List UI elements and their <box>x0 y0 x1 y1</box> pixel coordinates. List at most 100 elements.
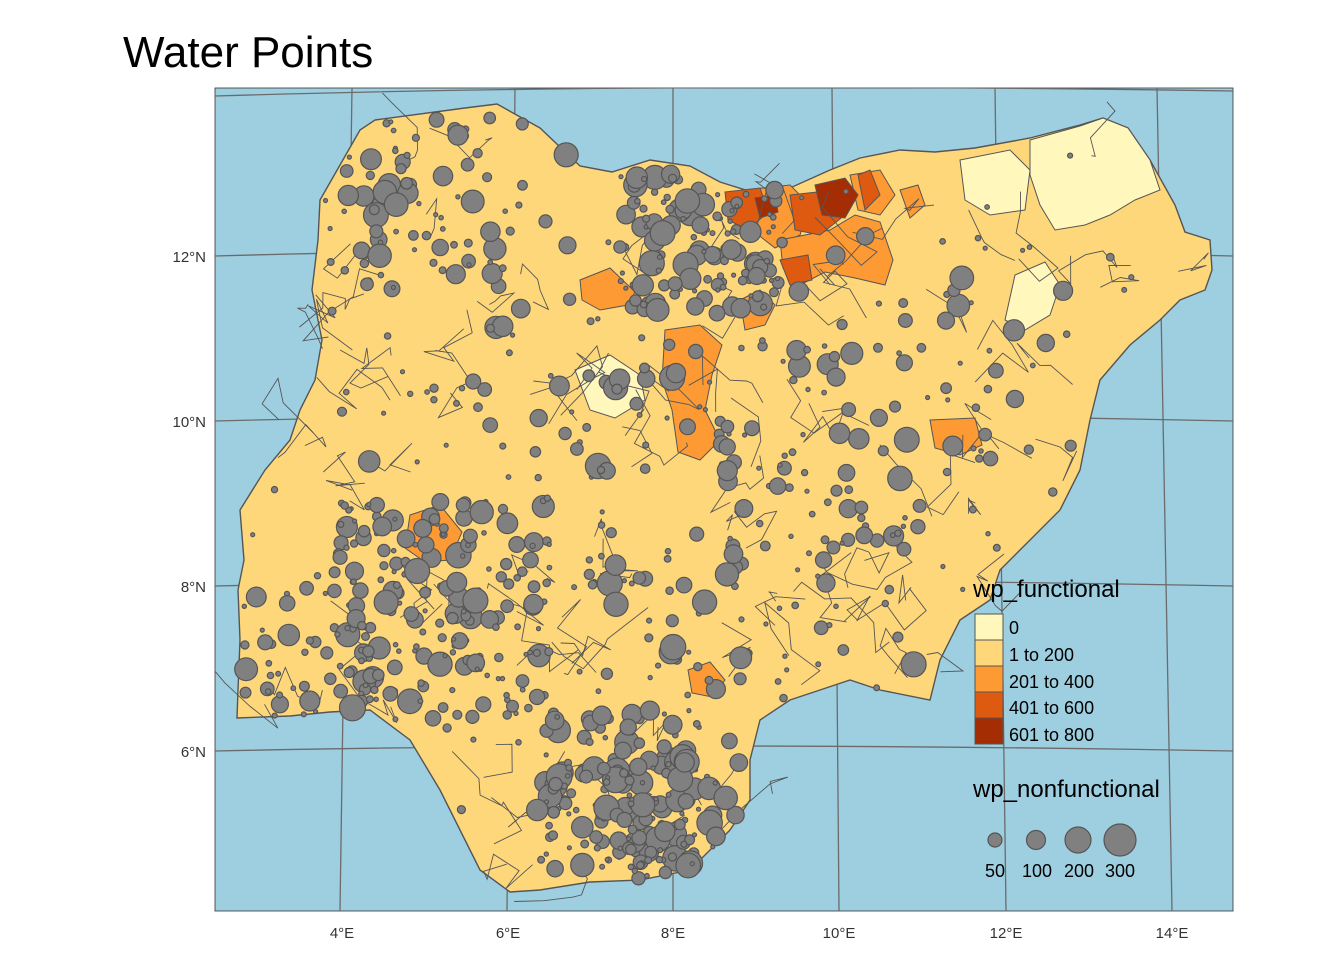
water-point-bubble <box>768 277 775 283</box>
water-point-bubble <box>362 644 375 658</box>
water-point-bubble <box>984 204 990 210</box>
water-point-bubble <box>554 714 561 720</box>
water-point-bubble <box>674 752 695 773</box>
water-point-bubble <box>438 266 447 275</box>
water-point-bubble <box>785 483 794 493</box>
water-point-bubble <box>447 124 469 146</box>
water-point-bubble <box>523 593 544 615</box>
water-point-bubble <box>945 397 951 403</box>
water-point-bubble <box>729 753 749 772</box>
water-point-bubble <box>400 176 414 190</box>
water-point-bubble <box>419 628 427 636</box>
water-point-bubble <box>503 691 510 699</box>
water-point-bubble <box>519 686 526 693</box>
water-point-bubble <box>872 342 883 353</box>
water-point-bubble <box>527 580 541 594</box>
water-point-bubble <box>407 390 414 397</box>
water-point-bubble <box>582 422 592 432</box>
water-point-bubble <box>597 521 606 529</box>
water-point-bubble <box>724 230 731 237</box>
water-point-bubble <box>352 582 369 599</box>
water-point-bubble <box>788 281 810 302</box>
water-point-bubble <box>327 225 333 232</box>
water-point-bubble <box>656 739 672 755</box>
water-point-bubble <box>245 586 267 608</box>
water-point-bubble <box>1105 252 1115 262</box>
water-point-bubble <box>704 675 714 685</box>
water-point-bubble <box>323 672 337 686</box>
lga-boundary <box>483 743 513 778</box>
water-point-bubble <box>437 702 449 713</box>
water-point-bubble <box>513 573 522 582</box>
water-point-bubble <box>854 500 869 515</box>
water-point-bubble <box>395 163 407 175</box>
water-point-bubble <box>505 474 512 480</box>
water-point-bubble <box>647 674 653 681</box>
water-point-bubble <box>605 527 617 539</box>
water-point-bubble <box>432 165 454 187</box>
water-point-bubble <box>667 276 683 292</box>
lga-boundary <box>520 263 550 311</box>
water-point-bubble <box>678 418 696 436</box>
water-point-bubble <box>634 197 641 205</box>
water-point-bubble <box>339 164 354 178</box>
water-point-bubble <box>383 332 392 340</box>
water-point-bubble <box>388 119 394 125</box>
y-tick-label: 10°N <box>172 414 206 431</box>
lga-boundary <box>560 635 612 664</box>
water-point-bubble <box>368 496 385 514</box>
water-point-bubble <box>357 620 367 631</box>
water-point-bubble <box>499 442 507 450</box>
water-point-bubble <box>582 369 596 383</box>
water-point-bubble <box>532 648 541 658</box>
lga-boundary <box>974 319 1029 383</box>
water-point-bubble <box>680 840 688 848</box>
legend-class-label: 601 to 800 <box>1009 725 1094 745</box>
water-point-bubble <box>408 229 419 241</box>
water-point-bubble <box>613 240 627 254</box>
water-point-bubble <box>975 454 984 463</box>
water-point-bubble <box>900 523 907 530</box>
water-point-bubble <box>338 694 367 722</box>
water-point-bubble <box>570 852 595 878</box>
water-point-bubble <box>625 843 637 856</box>
water-point-bubble <box>482 172 493 183</box>
water-point-bubble <box>686 297 705 316</box>
lga-boundary <box>435 350 472 419</box>
water-point-bubble <box>602 734 609 741</box>
water-point-bubble <box>241 603 247 610</box>
lga-boundary <box>754 162 780 233</box>
water-point-bubble <box>483 111 497 125</box>
water-point-bubble <box>522 551 539 569</box>
water-point-bubble <box>837 644 850 656</box>
water-point-bubble <box>751 290 764 303</box>
water-point-bubble <box>759 337 766 344</box>
water-point-bubble <box>971 403 981 413</box>
water-point-bubble <box>397 600 403 606</box>
water-point-bubble <box>730 297 752 319</box>
water-point-bubble <box>524 703 533 713</box>
water-point-bubble <box>697 404 703 410</box>
water-point-bubble <box>515 738 522 746</box>
water-point-bubble <box>788 533 794 540</box>
lga-boundary <box>968 209 1016 261</box>
water-point-bubble <box>662 714 683 735</box>
water-point-bubble <box>562 292 577 306</box>
water-point-bubble <box>497 503 509 515</box>
water-point-bubble <box>836 318 848 331</box>
x-tick-label: 14°E <box>1156 925 1189 942</box>
water-point-bubble <box>449 686 456 694</box>
water-point-bubble <box>411 247 418 253</box>
water-point-bubble <box>743 420 760 437</box>
water-point-bubble <box>654 662 662 669</box>
water-point-bubble <box>691 216 710 235</box>
water-point-bubble <box>595 316 601 322</box>
water-point-bubble <box>336 662 344 670</box>
water-point-bubble <box>390 547 397 554</box>
water-point-bubble <box>839 540 845 546</box>
water-point-bubble <box>776 605 783 612</box>
legend-size-bubble <box>1103 823 1137 857</box>
water-point-bubble <box>723 544 744 565</box>
water-point-bubble <box>805 386 811 393</box>
water-point-bubble <box>395 648 402 654</box>
